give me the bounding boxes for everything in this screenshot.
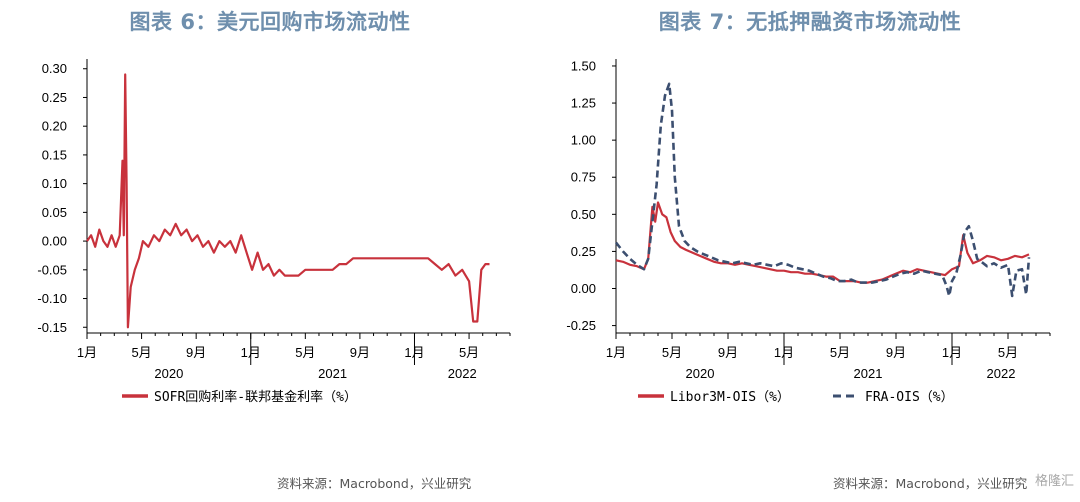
right-year-label: 2021 bbox=[854, 366, 883, 381]
left-x-tick-label: 9月 bbox=[186, 345, 206, 360]
left-y-tick-label: -0.15 bbox=[37, 320, 67, 335]
left-legend-label-1: SOFR回购利率-联邦基金利率（%） bbox=[154, 389, 357, 405]
right-x-tick-label: 5月 bbox=[998, 345, 1018, 360]
left-series-1-line bbox=[86, 73, 490, 329]
right-year-label: 2022 bbox=[987, 366, 1016, 381]
right-x-tick-label: 1月 bbox=[606, 345, 626, 360]
left-chart: 0.30 0.25 0.20 0.15 0.10 0.05 0.00 -0.05 -0.10 -0… bbox=[37, 59, 511, 405]
right-y-tick-label: 0.25 bbox=[571, 244, 596, 259]
watermark-logo: 格隆汇 bbox=[1034, 474, 1074, 489]
right-y-tick-label: -0.25 bbox=[566, 318, 596, 333]
left-y-tick-label: 0.05 bbox=[42, 205, 67, 220]
left-year-label: 2020 bbox=[154, 366, 183, 381]
right-y-tick-label: 0.50 bbox=[571, 207, 596, 222]
left-x-tick-label: 9月 bbox=[350, 345, 370, 360]
left-source-note: 资料来源：Macrobond，兴业研究 bbox=[277, 476, 472, 491]
right-series-2-line bbox=[614, 82, 1031, 298]
right-x-tick-label: 9月 bbox=[718, 345, 738, 360]
right-legend-label-2: FRA-OIS（%） bbox=[865, 390, 954, 405]
right-x-tick-label: 5月 bbox=[830, 345, 850, 360]
right-chart-title: 图表 7：无抵押融资市场流动性 bbox=[658, 10, 962, 34]
left-y-tick-label: 0.10 bbox=[42, 176, 67, 191]
left-y-tick-label: 0.20 bbox=[42, 119, 67, 134]
left-x-tick-label: 5月 bbox=[459, 345, 479, 360]
left-x-tick-label: 5月 bbox=[131, 345, 151, 360]
left-y-tick-label: -0.10 bbox=[37, 291, 67, 306]
left-year-label: 2021 bbox=[318, 366, 347, 381]
left-y-tick-label: 0.30 bbox=[42, 61, 67, 76]
right-y-tick-label: 1.50 bbox=[571, 58, 596, 73]
right-y-tick-label: 1.00 bbox=[571, 133, 596, 148]
left-year-label: 2022 bbox=[448, 366, 477, 381]
right-y-tick-label: 0.75 bbox=[571, 170, 596, 185]
right-x-tick-label: 5月 bbox=[662, 345, 682, 360]
right-legend-label-1: Libor3M-OIS（%） bbox=[670, 390, 790, 405]
left-x-tick-label: 1月 bbox=[77, 345, 97, 360]
right-y-tick-label: 1.25 bbox=[571, 96, 596, 111]
left-y-tick-label: 0.15 bbox=[42, 147, 67, 162]
right-source-note: 资料来源：Macrobond，兴业研究 bbox=[833, 476, 1028, 491]
right-panel: 图表 7：无抵押融资市场流动性 1.50 1.25 1.00 0.75 0.50 0.25… bbox=[540, 0, 1080, 502]
left-x-tick-label: 5月 bbox=[295, 345, 315, 360]
right-year-label: 2020 bbox=[686, 366, 715, 381]
left-y-tick-label: 0.25 bbox=[42, 90, 67, 105]
left-y-tick-label: -0.05 bbox=[37, 262, 67, 277]
right-y-tick-label: 0.00 bbox=[571, 281, 596, 296]
right-x-tick-label: 9月 bbox=[886, 345, 906, 360]
left-chart-title: 图表 6：美元回购市场流动性 bbox=[129, 10, 411, 34]
left-panel: 图表 6：美元回购市场流动性 0.30 0.25 0.20 0.15 0.10 0.05 0… bbox=[37, 10, 511, 491]
left-y-tick-label: 0.00 bbox=[42, 234, 67, 249]
